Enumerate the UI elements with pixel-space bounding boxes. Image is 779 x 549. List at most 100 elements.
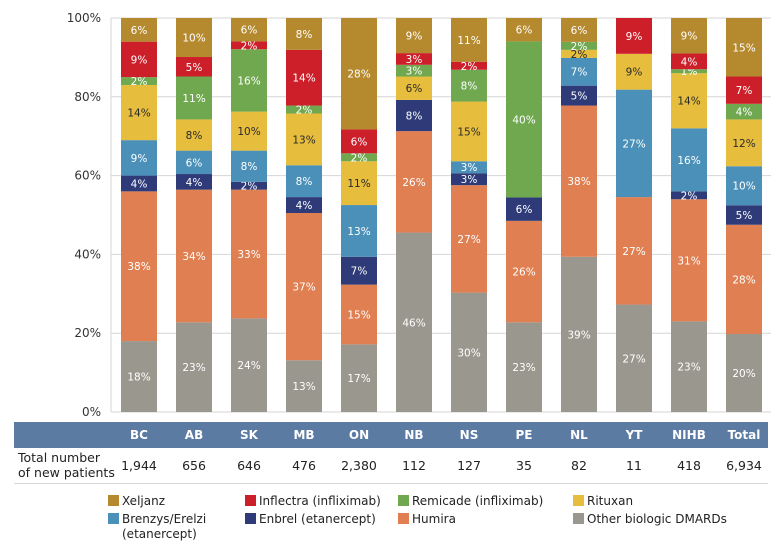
data-label: 10% (732, 181, 755, 193)
data-label: 16% (237, 75, 260, 87)
total-patients-value: 112 (402, 458, 426, 473)
data-label: 4% (186, 177, 203, 189)
bar-segment-on-enbrel (341, 256, 377, 285)
legend-label-enbrel: Enbrel (etanercept) (259, 512, 376, 526)
data-label: 38% (127, 261, 150, 273)
bar-segment-total-inflectra (726, 76, 762, 104)
total-patients-value: 82 (571, 458, 587, 473)
bar-segment-nl-enbrel (561, 85, 597, 106)
bar-segment-sk-humira (231, 189, 267, 319)
x-tick-label: MB (293, 428, 315, 442)
bar-segment-sk-inflectra (231, 41, 267, 50)
legend-swatch-humira (398, 513, 409, 524)
bar-segment-total-other (726, 333, 762, 412)
legend-label-rituxan: Rituxan (587, 494, 634, 508)
bar-segment-on-brenzys (341, 205, 377, 257)
totals-row-divider (14, 483, 768, 484)
bar-segment-yt-rituxan (616, 53, 652, 90)
data-label: 15% (457, 126, 480, 138)
data-label: 9% (131, 153, 148, 165)
data-label: 34% (182, 251, 205, 263)
data-label: 3% (406, 66, 423, 78)
total-patients-value: 418 (677, 458, 701, 473)
data-label: 16% (677, 155, 700, 167)
legend-item-remicade: Remicade (infliximab) (398, 494, 543, 509)
data-label: 4% (296, 200, 313, 212)
data-label: 26% (512, 267, 535, 279)
data-label: 8% (296, 176, 313, 188)
legend-item-other-biologic: Other biologic DMARDs (573, 512, 727, 527)
data-label: 7% (736, 85, 753, 97)
bar-segment-mb-enbrel (286, 197, 322, 214)
bar-segment-total-xeljanz (726, 18, 762, 77)
bar-segment-bc-humira (121, 191, 157, 342)
legend-item-xeljanz: Xeljanz (108, 494, 165, 509)
legend-label-inflectra: Inflectra (infliximab) (259, 494, 381, 508)
bar-segment-sk-xeljanz (231, 18, 267, 42)
x-tick-label: Total (727, 428, 761, 442)
data-label: 6% (571, 25, 588, 37)
bar-segment-bc-enbrel (121, 175, 157, 192)
y-tick-label: 100% (67, 11, 101, 25)
bar-segment-mb-inflectra (286, 49, 322, 106)
data-label: 15% (347, 309, 370, 321)
data-label: 13% (292, 134, 315, 146)
bar-segment-mb-brenzys (286, 165, 322, 198)
bar-segment-ab-enbrel (176, 174, 212, 190)
bar-segment-sk-rituxan (231, 111, 267, 151)
bar-segment-bc-remicade (121, 77, 157, 85)
bar-segment-nb-enbrel (396, 99, 432, 132)
data-label: 20% (732, 368, 755, 380)
data-label: 6% (186, 157, 203, 169)
data-label: 2% (241, 40, 258, 52)
bar-segment-on-rituxan (341, 161, 377, 206)
bar-segment-nb-xeljanz (396, 18, 432, 54)
bar-segment-pe-remicade (506, 41, 542, 198)
bar-segment-nihb-rituxan (671, 73, 707, 129)
data-label: 39% (567, 329, 590, 341)
data-label: 2% (241, 181, 258, 193)
data-label: 46% (402, 317, 425, 329)
data-label: 4% (681, 56, 698, 68)
data-label: 4% (131, 178, 148, 190)
bar-segment-nihb-remicade (671, 69, 707, 74)
legend-swatch-remicade (398, 495, 409, 506)
bar-segment-nl-brenzys (561, 57, 597, 86)
data-label: 2% (571, 49, 588, 61)
legend-label-humira: Humira (412, 512, 456, 526)
data-label: 24% (237, 360, 260, 372)
x-tick-label: PE (515, 428, 533, 442)
bar-segment-yt-inflectra (616, 18, 652, 54)
bar-segment-on-humira (341, 284, 377, 345)
bar-segment-bc-brenzys (121, 140, 157, 176)
data-label: 2% (351, 152, 368, 164)
data-label: 11% (457, 35, 480, 47)
legend-item-humira: Humira (398, 512, 456, 527)
total-patients-value: 476 (292, 458, 316, 473)
bar-segment-nb-humira (396, 131, 432, 233)
data-label: 6% (406, 83, 423, 95)
data-label: 40% (512, 114, 535, 126)
data-label: 3% (406, 54, 423, 66)
bar-segment-nihb-other (671, 321, 707, 412)
legend-item-rituxan: Rituxan (573, 494, 633, 509)
data-label: 28% (347, 69, 370, 81)
data-label: 18% (127, 372, 150, 384)
data-label: 2% (296, 105, 313, 117)
data-label: 5% (736, 210, 753, 222)
data-label: 14% (677, 96, 700, 108)
legend-swatch-inflectra (245, 495, 256, 506)
bar-segment-pe-other (506, 322, 542, 412)
data-label: 8% (296, 29, 313, 41)
data-label: 27% (457, 234, 480, 246)
total-patients-value: 127 (457, 458, 481, 473)
bar-segment-ns-other (451, 292, 487, 412)
bar-segment-ab-humira (176, 189, 212, 323)
bar-segment-nl-xeljanz (561, 18, 597, 42)
data-label: 13% (347, 226, 370, 238)
legend-swatch-enbrel (245, 513, 256, 524)
bar-segment-bc-inflectra (121, 41, 157, 78)
bar-segment-ns-enbrel (451, 173, 487, 186)
data-label: 5% (571, 91, 588, 103)
data-label: 27% (622, 353, 645, 365)
